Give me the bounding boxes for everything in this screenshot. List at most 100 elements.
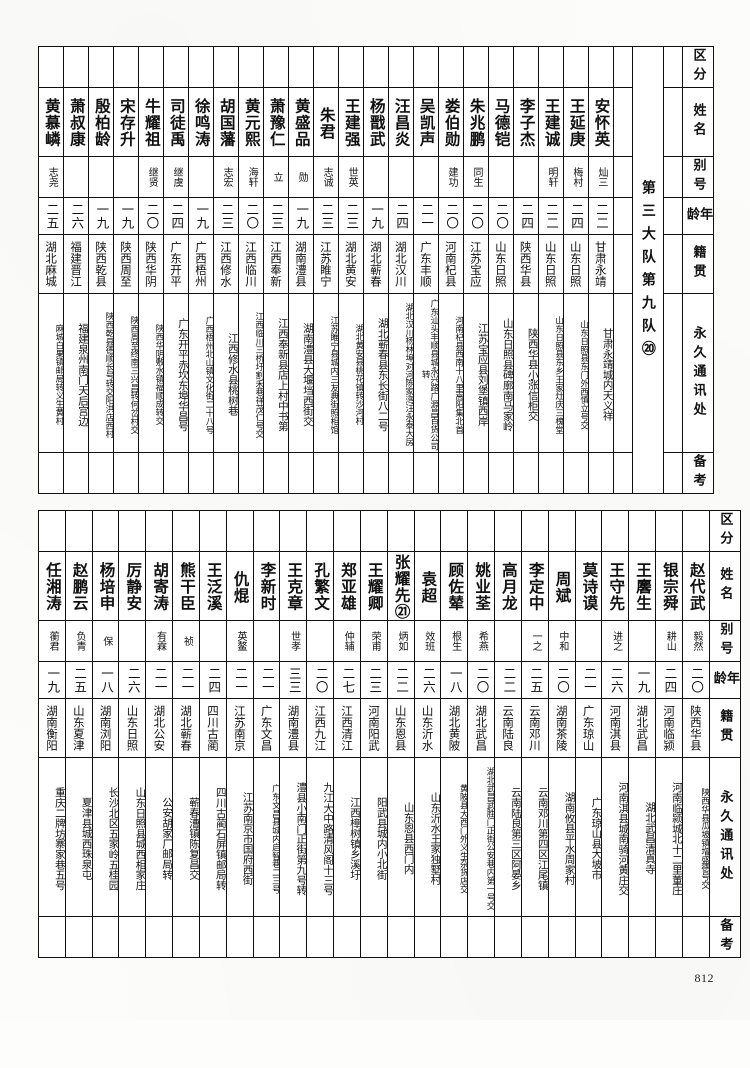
cell-remark-21 bbox=[145, 916, 174, 958]
cell-name-21-text: 胡寄涛 bbox=[151, 562, 170, 612]
cell-remark-7-text bbox=[439, 454, 462, 493]
cell-division-13-text bbox=[361, 512, 386, 551]
cell-origin-22-text: 山东日照 bbox=[125, 705, 140, 751]
cell-origin-19-text: 四川古蔺 bbox=[205, 705, 220, 751]
cell-division-10-text bbox=[364, 48, 387, 87]
spacer-column-right bbox=[662, 156, 683, 198]
cell-name-11: 袁超 bbox=[413, 551, 442, 621]
cell-address-8: 广东汕头丰顺县城永兴路广源昌百货公司转 bbox=[412, 293, 439, 453]
cell-origin-8: 云南陆良 bbox=[494, 698, 522, 758]
cell-name-6-text: 朱兆鹏 bbox=[467, 98, 486, 148]
cell-alias-21: 有霖 bbox=[145, 620, 174, 662]
cell-age-20-text: 一九 bbox=[119, 202, 135, 230]
cell-origin-11-text: 山东沂水 bbox=[420, 705, 435, 751]
cell-address-21-text: 陕西乾县德顺长号转交阳洪店西村 bbox=[103, 311, 114, 438]
cell-age-8: 二二 bbox=[494, 661, 522, 699]
cell-name-16-text: 王克章 bbox=[285, 562, 304, 612]
cell-remark-15-text bbox=[308, 918, 333, 957]
row-header-name: 姓名 bbox=[708, 551, 741, 621]
cell-age-7: 二五 bbox=[520, 661, 549, 699]
cell-remark-24-text bbox=[66, 918, 91, 957]
cell-age-3-text: 二二 bbox=[544, 202, 560, 230]
cell-alias-23-text: 志尧 bbox=[46, 167, 58, 187]
cell-alias-3-text: 明轩 bbox=[545, 167, 557, 187]
cell-age-2-text: 二四 bbox=[569, 202, 585, 230]
cell-age-14-text: 二七 bbox=[340, 666, 356, 694]
cell-remark-21-text bbox=[89, 454, 112, 493]
cell-age-8: 二一 bbox=[412, 197, 439, 235]
cell-remark-20 bbox=[112, 452, 139, 494]
cell-alias-4 bbox=[512, 156, 539, 198]
cell-division-13-text bbox=[289, 48, 312, 87]
cell-origin-22: 山东日照 bbox=[118, 698, 147, 758]
cell-alias-2: 耕山 bbox=[655, 620, 683, 662]
cell-address-7: 云南邓川第四区江尾镇 bbox=[520, 757, 549, 917]
cell-division-11 bbox=[337, 46, 364, 88]
cell-age-16-text: 二三 bbox=[219, 202, 235, 230]
cell-name-13-text: 黄盛品 bbox=[292, 98, 311, 148]
cell-name-25: 任湘涛 bbox=[38, 551, 66, 621]
cell-address-9-text: 湖北汉川杨林埠对河陈家湾汪永泰大房 bbox=[403, 303, 414, 446]
cell-division-18 bbox=[225, 510, 254, 552]
spacer-column-right bbox=[662, 293, 683, 453]
cell-age-18: 二四 bbox=[162, 197, 189, 235]
cell-division-19-text bbox=[200, 512, 225, 551]
cell-name-7: 娄伯勋 bbox=[437, 87, 464, 157]
cell-alias-10-text: 根生 bbox=[449, 631, 461, 651]
cell-age-21: 二一 bbox=[145, 661, 174, 699]
cell-age-23: 二五 bbox=[38, 197, 64, 235]
cell-name-19: 王泛溪 bbox=[198, 551, 227, 621]
cell-remark-20-text bbox=[114, 454, 137, 493]
cell-address-16: 澧县小南门正街第九号转 bbox=[279, 757, 308, 917]
spacer-column-right bbox=[662, 46, 683, 88]
cell-age-12-text: 二二 bbox=[394, 666, 410, 694]
cell-origin-17-text: 广东文昌 bbox=[259, 705, 274, 751]
row-header-origin: 籍贯 bbox=[681, 234, 715, 294]
cell-age-12: 二三 bbox=[312, 197, 339, 235]
cell-remark-17-text bbox=[254, 918, 279, 957]
cell-address-22-text: 福建泉州南门天后宫边 bbox=[76, 322, 89, 426]
cell-address-18-text: 江苏南京市国府西街 bbox=[241, 792, 254, 885]
cell-origin-19: 四川古蔺 bbox=[198, 698, 227, 758]
cell-alias-15 bbox=[306, 620, 335, 662]
cell-division-6-text bbox=[549, 512, 574, 551]
cell-origin-20: 湖北蕲春 bbox=[172, 698, 200, 758]
cell-name-17-text: 李新时 bbox=[258, 562, 277, 612]
cell-age-5: 二一 bbox=[574, 661, 603, 699]
cell-division-17-text bbox=[189, 48, 212, 87]
cell-alias-21-text bbox=[89, 158, 112, 197]
cell-alias-20-text bbox=[114, 158, 137, 197]
cell-origin-9: 湖北汉川 bbox=[387, 234, 414, 294]
cell-origin-18: 江苏南京 bbox=[225, 698, 254, 758]
cell-origin-2: 河南临颍 bbox=[655, 698, 683, 758]
cell-origin-23: 湖北麻城 bbox=[38, 234, 64, 294]
cell-alias-1: 毅然 bbox=[681, 620, 710, 662]
cell-name-23-text: 杨培申 bbox=[97, 562, 116, 612]
cell-name-20-text: 熊干臣 bbox=[177, 562, 196, 612]
cell-address-8-text: 云南陆良第三区阿晏乡 bbox=[509, 786, 522, 890]
cell-alias-6-text: 中和 bbox=[556, 631, 568, 651]
top-register-table: 第三大队第九队⑳ 区分 黄慕嶙 萧叔康 殷柏龄 宋存升 牛耀祖 司徒禹 徐鸣涛 胡国藩 黄元熙 萧豫仁… bbox=[38, 46, 715, 494]
cell-division-3 bbox=[537, 46, 564, 88]
cell-name-9: 汪昌炎 bbox=[387, 87, 414, 157]
cell-division-3-text bbox=[630, 512, 655, 551]
cell-alias-6: 中和 bbox=[547, 620, 576, 662]
cell-division-21 bbox=[87, 46, 114, 88]
cell-address-1-text: 陕西华县瓜坡镇增盛德号交 bbox=[699, 788, 710, 889]
cell-origin-5-text: 山东日照 bbox=[493, 241, 508, 287]
cell-division-9-text bbox=[469, 512, 494, 551]
row-header-alias: 别号 bbox=[708, 620, 741, 662]
cell-remark-13 bbox=[359, 916, 388, 958]
cell-alias-17 bbox=[187, 156, 214, 198]
cell-age-11: 二六 bbox=[413, 661, 442, 699]
cell-alias-14-text: 仲辅 bbox=[342, 631, 354, 651]
cell-remark-14-text bbox=[264, 454, 287, 493]
cell-remark-6-text bbox=[464, 454, 487, 493]
cell-origin-11-text: 湖北黄安 bbox=[343, 241, 358, 287]
cell-division-9 bbox=[387, 46, 414, 88]
table-row-remark: 备考 bbox=[38, 916, 741, 958]
cell-age-16-text: 三三 bbox=[286, 666, 302, 694]
row-header-division-text: 区分 bbox=[690, 48, 706, 86]
cell-address-3: 山东日照县东乡王家灶庆三槐堂 bbox=[537, 293, 564, 453]
cell-remark-6 bbox=[462, 452, 489, 494]
